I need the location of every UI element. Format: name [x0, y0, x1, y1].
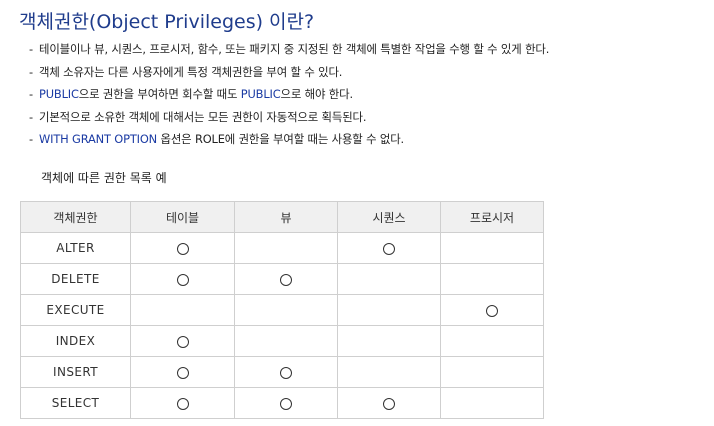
description-item: - 객체 소유자는 다른 사용자에게 특정 객체권한을 부여 할 수 있다.: [29, 63, 549, 86]
bullet-text: 기본적으로 소유한 객체에 대해서는 모든 권한이 자동적으로 획득된다.: [39, 109, 367, 124]
description-item: - WITH GRANT OPTION 옵션은 ROLE에 권한을 부여할 때는 …: [29, 130, 549, 153]
bullet-dash: -: [29, 109, 33, 124]
highlighted-keyword: PUBLIC: [39, 87, 79, 101]
privilege-cell: [234, 325, 338, 357]
privilege-cell: [234, 263, 338, 295]
privilege-cell: [337, 325, 441, 357]
granted-circle-icon: [383, 397, 395, 410]
privilege-cell: [234, 294, 338, 326]
privilege-name: SELECT: [20, 387, 131, 419]
table-caption: 객체에 따른 권한 목록 예: [41, 171, 167, 185]
privilege-cell: [440, 263, 544, 295]
table-row: INDEX: [20, 325, 544, 357]
bullet-text: 테이블이나 뷰, 시퀀스, 프로시저, 함수, 또는 패키지 중 지정된 한 객…: [39, 42, 550, 56]
granted-circle-icon: [176, 273, 189, 286]
privilege-cell: [130, 263, 235, 295]
privilege-cell: [130, 232, 235, 264]
table-row: SELECT: [20, 387, 544, 419]
bullet-text: 으로 해야 한다.: [280, 87, 354, 101]
granted-circle-icon: [176, 397, 189, 410]
privilege-name: DELETE: [20, 263, 131, 295]
table-row: DELETE: [20, 263, 544, 295]
table-row: INSERT: [20, 356, 544, 388]
privilege-name: INSERT: [20, 356, 131, 388]
privilege-cell: [337, 356, 441, 388]
privilege-cell: [337, 232, 441, 264]
privilege-cell: [130, 387, 235, 419]
granted-circle-icon: [280, 366, 292, 379]
bullet-dash: -: [29, 42, 33, 56]
bullet-text: 옵션은 ROLE에 권한을 부여할 때는 사용할 수 없다.: [157, 132, 405, 146]
privilege-cell: [130, 294, 235, 326]
description-item: - 기본적으로 소유한 객체에 대해서는 모든 권한이 자동적으로 획득된다.: [29, 108, 549, 131]
granted-circle-icon: [383, 242, 395, 255]
bullet-text: 으로 권한을 부여하면 회수할 때도: [78, 87, 241, 101]
privilege-cell: [337, 387, 441, 419]
privilege-cell: [130, 356, 235, 388]
highlighted-keyword: PUBLIC: [240, 87, 281, 101]
bullet-dash: -: [29, 132, 33, 146]
bullet-dash: -: [29, 64, 33, 79]
privilege-cell: [234, 387, 338, 419]
privilege-cell: [130, 325, 235, 357]
privilege-cell: [440, 294, 544, 326]
privilege-cell: [440, 325, 544, 357]
table-row: EXECUTE: [20, 294, 544, 326]
privilege-cell: [234, 356, 338, 388]
granted-circle-icon: [280, 273, 292, 286]
privilege-cell: [337, 263, 441, 295]
privilege-cell: [234, 232, 338, 264]
granted-circle-icon: [176, 242, 189, 255]
table-row: ALTER: [20, 232, 544, 264]
privilege-name: ALTER: [20, 232, 131, 264]
highlighted-keyword: WITH GRANT OPTION: [39, 132, 158, 146]
column-header-view: 뷰: [234, 201, 338, 233]
page-title: 객체권한(Object Privileges) 이란?: [19, 11, 315, 33]
column-header-privilege: 객체권한: [20, 201, 131, 233]
column-header-sequence: 시퀀스: [337, 201, 441, 233]
privileges-table: 객체권한 테이블 뷰 시퀀스 프로시저 ALTER DELETE EXECUTE IN…: [20, 201, 544, 419]
table-header-row: 객체권한 테이블 뷰 시퀀스 프로시저: [20, 201, 544, 233]
bullet-text: 객체 소유자는 다른 사용자에게 특정 객체권한을 부여 할 수 있다.: [39, 64, 343, 79]
granted-circle-icon: [280, 397, 292, 410]
granted-circle-icon: [176, 366, 189, 379]
description-item: - 테이블이나 뷰, 시퀀스, 프로시저, 함수, 또는 패키지 중 지정된 한 …: [29, 40, 549, 63]
bullet-dash: -: [29, 87, 33, 101]
privilege-cell: [440, 387, 544, 419]
granted-circle-icon: [486, 304, 498, 317]
privilege-name: EXECUTE: [20, 294, 131, 326]
column-header-table: 테이블: [130, 201, 235, 233]
privilege-cell: [337, 294, 441, 326]
privilege-cell: [440, 356, 544, 388]
table-body: ALTER DELETE EXECUTE INDEX INSERT SELECT: [20, 232, 544, 419]
description-item: - PUBLIC으로 권한을 부여하면 회수할 때도 PUBLIC으로 해야 한다…: [29, 85, 549, 108]
privilege-cell: [440, 232, 544, 264]
column-header-procedure: 프로시저: [440, 201, 544, 233]
description-list: - 테이블이나 뷰, 시퀀스, 프로시저, 함수, 또는 패키지 중 지정된 한 …: [29, 40, 549, 153]
privilege-name: INDEX: [20, 325, 131, 357]
granted-circle-icon: [176, 335, 189, 348]
